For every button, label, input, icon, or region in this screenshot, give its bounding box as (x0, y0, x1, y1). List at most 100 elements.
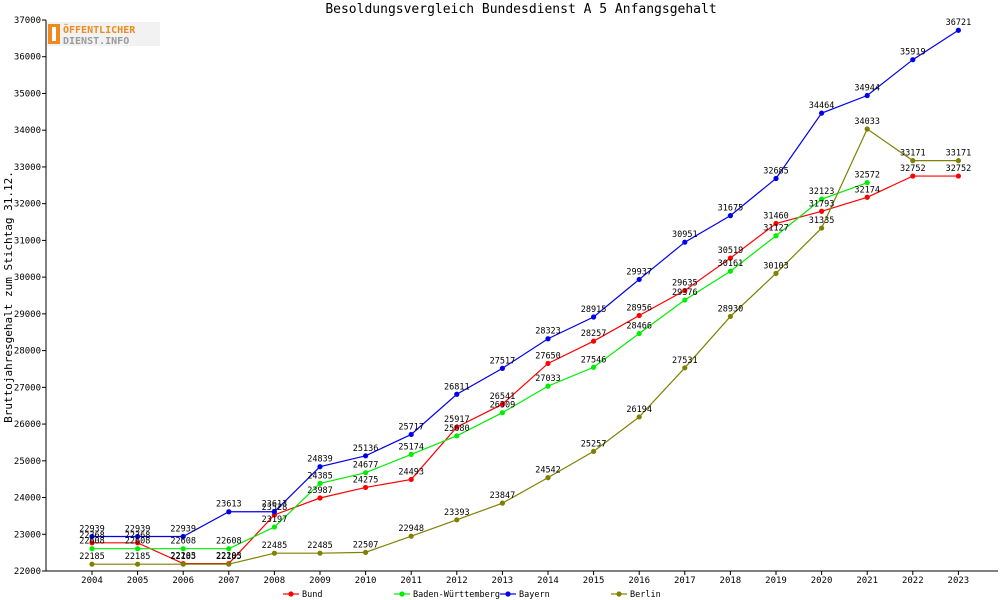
data-point (682, 365, 688, 371)
legend-item: Baden-Württemberg (394, 590, 500, 600)
data-label: 23847 (490, 491, 516, 501)
data-label: 22507 (353, 540, 379, 550)
data-label: 30161 (718, 259, 744, 269)
y-tick-label: 35000 (14, 89, 41, 99)
data-point (636, 414, 642, 420)
series-line (92, 175, 959, 565)
data-point (773, 220, 779, 227)
data-label: 25917 (444, 415, 470, 425)
series-line (92, 128, 959, 565)
data-label: 27517 (490, 356, 516, 366)
data-label: 22608 (125, 537, 151, 547)
x-tick-label: 2004 (81, 576, 103, 586)
data-label: 23613 (216, 500, 242, 510)
x-tick-label: 2020 (811, 576, 833, 586)
y-axis-label: Bruttojahresgehalt zum Stichtag 31.12. (2, 171, 15, 423)
data-label: 22203 (216, 552, 242, 562)
data-label: 25174 (398, 442, 424, 452)
data-point (317, 495, 323, 501)
data-point (955, 27, 962, 33)
x-tick-label: 2013 (492, 576, 514, 586)
x-tick-label: 2019 (765, 576, 787, 586)
x-tick-label: 2017 (674, 576, 696, 586)
data-label: 27033 (535, 374, 561, 384)
data-point (591, 338, 597, 344)
data-label: 23987 (307, 486, 333, 496)
data-label: 24542 (535, 466, 561, 476)
data-label: 25717 (398, 422, 424, 432)
y-tick-label: 32000 (14, 200, 41, 210)
data-point (363, 470, 369, 476)
data-point (682, 239, 688, 245)
data-point (955, 158, 962, 164)
data-label: 25257 (581, 439, 607, 449)
data-point (408, 476, 414, 483)
legend-label: Berlin (630, 590, 661, 600)
data-label: 35919 (900, 48, 926, 58)
data-label: 22485 (262, 541, 288, 551)
x-tick-label: 2012 (446, 576, 468, 586)
data-point (499, 410, 505, 416)
data-point (408, 533, 414, 539)
data-label: 24385 (307, 471, 333, 481)
data-label: 22768 (125, 531, 151, 541)
x-tick-label: 2015 (583, 576, 605, 586)
data-point (591, 314, 597, 320)
data-point (135, 546, 141, 552)
data-label: 32752 (946, 164, 972, 174)
series-baden-w-rttemberg (89, 180, 870, 552)
x-tick-label: 2011 (400, 576, 422, 586)
data-label: 26541 (490, 392, 516, 402)
y-tick-label: 25000 (14, 457, 41, 467)
data-label: 28323 (535, 327, 561, 337)
logo-line2: DIENST.INFO (63, 36, 129, 47)
data-label: 25680 (444, 424, 470, 434)
x-tick-label: 2018 (720, 576, 742, 586)
x-tick-label: 2022 (902, 576, 924, 586)
data-label: 22948 (398, 524, 424, 534)
x-tick-label: 2005 (127, 576, 149, 586)
y-tick-label: 34000 (14, 126, 41, 136)
data-point (636, 276, 642, 283)
data-label: 22608 (216, 537, 242, 547)
data-point (727, 255, 734, 261)
data-label: 30519 (718, 246, 744, 256)
data-point (864, 180, 870, 186)
data-label: 33171 (900, 149, 926, 159)
data-label: 22485 (307, 541, 333, 551)
data-label: 32572 (854, 171, 880, 181)
data-point (682, 287, 688, 294)
data-label: 22768 (79, 531, 105, 541)
y-tick-label: 37000 (14, 16, 41, 26)
data-point (89, 546, 95, 552)
y-tick-label: 24000 (14, 494, 41, 504)
data-point (89, 561, 95, 567)
data-label: 22185 (79, 552, 105, 562)
x-tick-label: 2016 (628, 576, 650, 586)
data-point (226, 561, 232, 567)
data-label: 28257 (581, 329, 607, 339)
data-label: 22185 (170, 552, 196, 562)
data-label: 31793 (809, 199, 835, 209)
x-tick-label: 2021 (856, 576, 878, 586)
data-label: 23197 (262, 515, 288, 525)
data-label: 22608 (79, 537, 105, 547)
data-point (408, 451, 414, 458)
data-point (271, 509, 277, 515)
data-label: 27531 (672, 356, 698, 366)
legend-swatch-marker (288, 591, 294, 597)
axes (45, 20, 998, 572)
data-label: 32174 (854, 185, 880, 195)
x-tick-label: 2023 (948, 576, 970, 586)
legend-label: Bayern (519, 590, 550, 600)
x-tick-label: 2007 (218, 576, 240, 586)
data-point (773, 233, 779, 239)
data-label: 26309 (490, 401, 516, 411)
data-label: 24493 (398, 467, 424, 477)
legend-label: Baden-Württemberg (413, 590, 500, 600)
data-point (180, 546, 186, 552)
data-label: 31335 (809, 216, 835, 226)
y-tick-label: 31000 (14, 236, 41, 246)
data-point (89, 533, 95, 540)
